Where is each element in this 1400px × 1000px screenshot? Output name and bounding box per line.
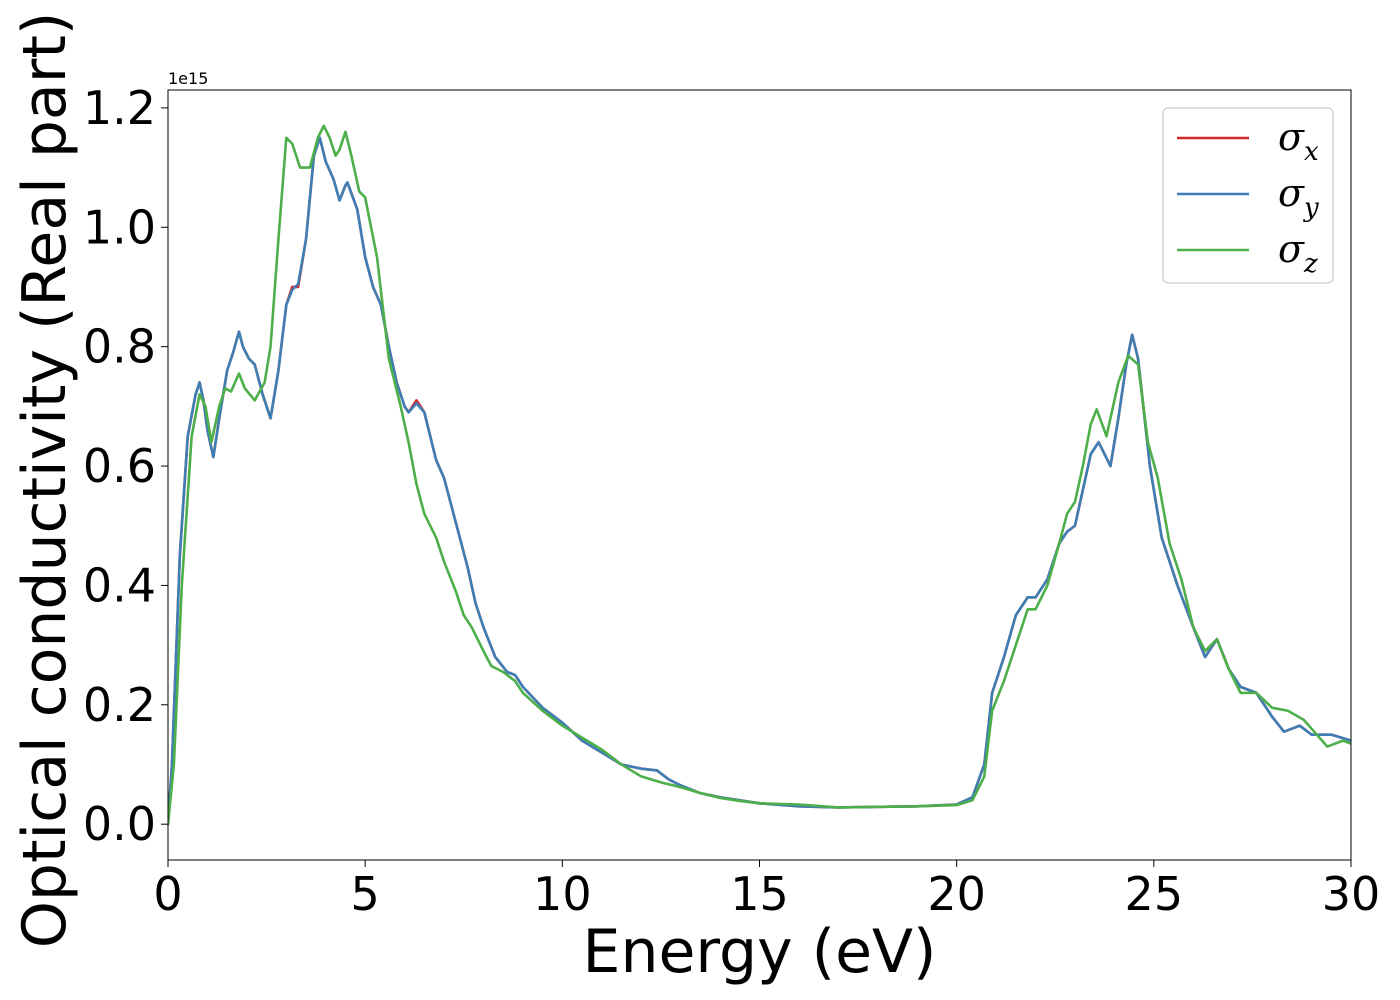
x-tick-label: 15: [730, 867, 789, 921]
y-offset-label: 1e15: [168, 69, 208, 88]
x-tick-label: 0: [153, 867, 182, 921]
y-axis-label: Optical conductivity (Real part): [10, 12, 80, 949]
legend-box: [1162, 107, 1334, 284]
y-axis: 0.0 0.2 0.4 0.6 0.8 1.0 1.2: [83, 81, 168, 851]
y-tick-label: 0.8: [83, 320, 156, 374]
y-tick-label: 1.0: [83, 200, 156, 254]
x-tick-label: 5: [351, 867, 380, 921]
y-tick-label: 0.4: [83, 558, 156, 612]
y-tick-label: 0.0: [83, 797, 156, 851]
series-line-z: [168, 124, 1351, 826]
y-tick-label: 0.2: [83, 678, 156, 732]
x-tick-label: 25: [1125, 867, 1184, 921]
x-tick-label: 20: [927, 867, 986, 921]
legend-label-z: σz: [1278, 227, 1318, 279]
y-tick-label: 0.6: [83, 439, 156, 493]
y-tick-label: 1.2: [83, 81, 156, 135]
legend-label-y: σy: [1278, 171, 1319, 223]
x-axis-label: Energy (eV): [583, 917, 937, 987]
x-tick-label: 10: [533, 867, 592, 921]
legend-label-x: σx: [1278, 115, 1319, 167]
series-layer: [168, 124, 1351, 826]
x-axis: 0 5 10 15 20 25 30: [153, 860, 1380, 921]
x-tick-label: 30: [1322, 867, 1381, 921]
